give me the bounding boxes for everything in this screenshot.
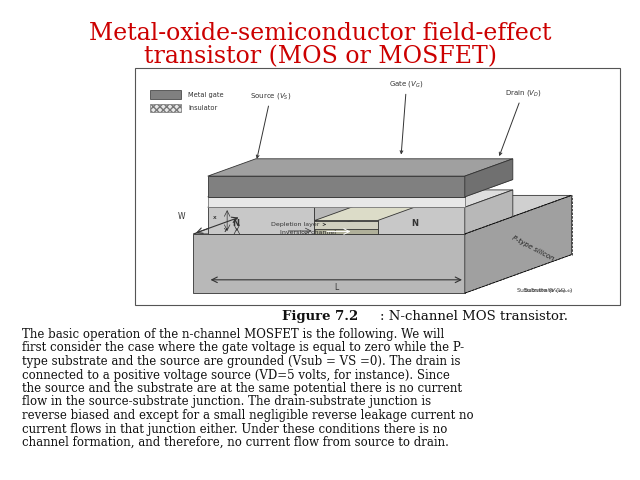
Text: Drain ($V_D$): Drain ($V_D$) — [499, 88, 541, 155]
Text: L: L — [334, 283, 339, 292]
Text: W: W — [177, 212, 185, 221]
Polygon shape — [378, 190, 513, 207]
Text: transistor (MOS or MOSFET): transistor (MOS or MOSFET) — [143, 45, 497, 68]
Text: P-type silicon: P-type silicon — [511, 235, 555, 263]
Polygon shape — [208, 207, 314, 234]
Text: Inversion channel: Inversion channel — [280, 230, 337, 235]
Polygon shape — [314, 221, 378, 234]
Polygon shape — [208, 176, 465, 197]
Text: Metal gate: Metal gate — [188, 92, 224, 97]
Text: Depletion layer: Depletion layer — [271, 222, 326, 227]
Text: the source and the substrate are at the same potential there is no current: the source and the substrate are at the … — [22, 382, 462, 395]
Polygon shape — [193, 195, 572, 234]
Text: type substrate and the source are grounded (Vsub = VS =0). The drain is: type substrate and the source are ground… — [22, 355, 461, 368]
Polygon shape — [314, 228, 378, 234]
Text: Gate ($V_G$): Gate ($V_G$) — [389, 79, 424, 154]
Polygon shape — [465, 195, 572, 293]
Text: N: N — [232, 219, 239, 228]
Text: channel formation, and therefore, no current flow from source to drain.: channel formation, and therefore, no cur… — [22, 436, 449, 449]
Text: x: x — [213, 215, 217, 220]
Text: N: N — [412, 219, 419, 228]
Text: The basic operation of the n-channel MOSFET is the following. We will: The basic operation of the n-channel MOS… — [22, 328, 444, 341]
Polygon shape — [208, 180, 513, 197]
Polygon shape — [208, 190, 362, 207]
Bar — [150, 104, 181, 112]
Polygon shape — [208, 159, 513, 176]
Text: Substrate ($V_{sub}$): Substrate ($V_{sub}$) — [516, 286, 566, 295]
Text: Source ($V_S$): Source ($V_S$) — [250, 91, 291, 158]
Text: Figure 7.2: Figure 7.2 — [282, 310, 358, 323]
Text: flow in the source-substrate junction. The drain-substrate junction is: flow in the source-substrate junction. T… — [22, 396, 431, 408]
Text: Metal-oxide-semiconductor field-effect: Metal-oxide-semiconductor field-effect — [89, 22, 551, 45]
Polygon shape — [314, 203, 426, 221]
Text: Insulator: Insulator — [188, 105, 218, 111]
Text: connected to a positive voltage source (VD=5 volts, for instance). Since: connected to a positive voltage source (… — [22, 369, 450, 382]
Text: reverse biased and except for a small negligible reverse leakage current no: reverse biased and except for a small ne… — [22, 409, 474, 422]
Polygon shape — [193, 234, 465, 293]
Text: : N-channel MOS transistor.: : N-channel MOS transistor. — [380, 310, 568, 323]
Text: y: y — [224, 227, 228, 232]
Text: current flows in that junction either. Under these conditions there is no: current flows in that junction either. U… — [22, 422, 447, 435]
Polygon shape — [465, 190, 513, 234]
Polygon shape — [314, 190, 362, 234]
Text: first consider the case where the gate voltage is equal to zero while the P-: first consider the case where the gate v… — [22, 341, 464, 355]
Bar — [150, 90, 181, 99]
Text: Substrate ($V_{sub}$): Substrate ($V_{sub}$) — [523, 286, 574, 295]
Polygon shape — [465, 159, 513, 197]
Bar — [135, 68, 620, 305]
Polygon shape — [378, 207, 465, 234]
Polygon shape — [208, 197, 465, 207]
